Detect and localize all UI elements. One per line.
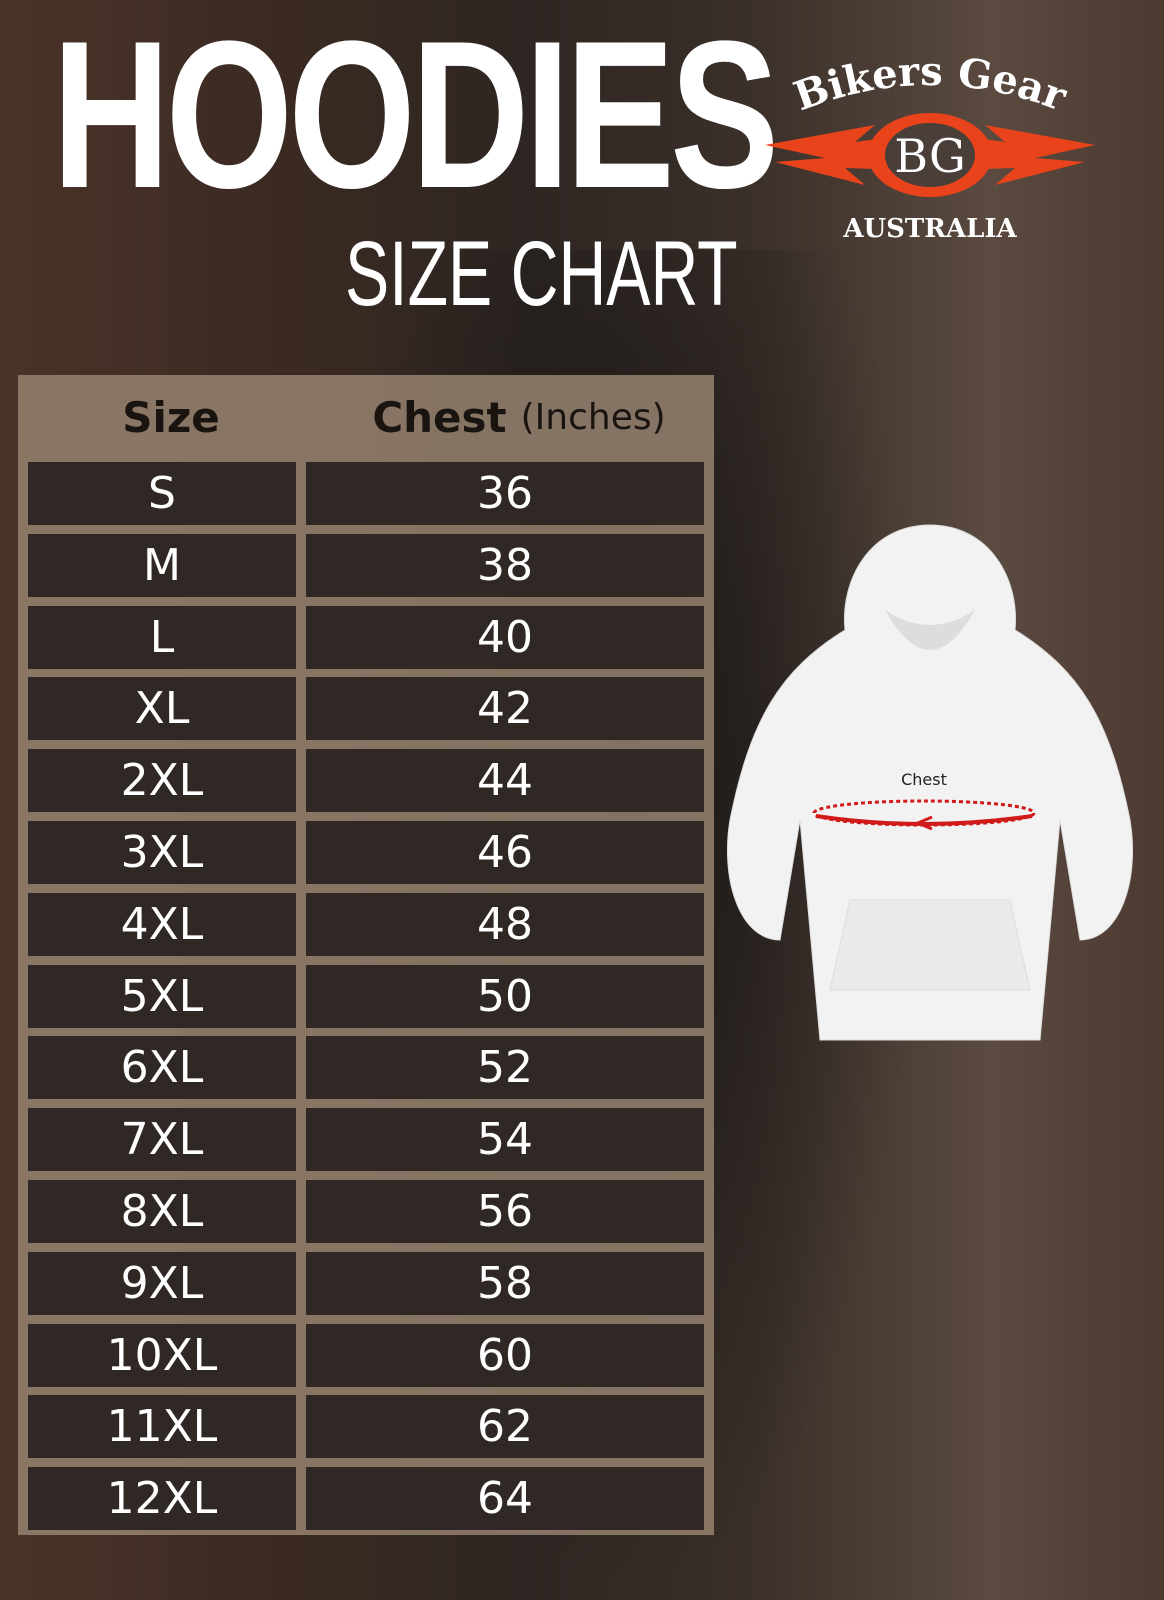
- cell-size: 5XL: [28, 964, 296, 1028]
- cell-chest: 38: [306, 533, 704, 597]
- cell-chest: 42: [306, 677, 704, 741]
- size-chart-table: Size Chest (Inches) S 36 M 38 L 40 XL 42 2XL 44 3X…: [18, 375, 714, 1535]
- chest-label: Chest: [901, 770, 947, 789]
- chest-measure-line: [812, 799, 1036, 827]
- svg-text:Bikers Gear: Bikers Gear: [788, 50, 1074, 121]
- cell-size: 2XL: [28, 749, 296, 813]
- cell-chest: 58: [306, 1251, 704, 1315]
- cell-size: XL: [28, 677, 296, 741]
- page-title: HOODIES: [52, 0, 779, 232]
- cell-chest: 54: [306, 1108, 704, 1172]
- page-subtitle: SIZE CHART: [345, 223, 738, 325]
- header-chest-unit: (Inches): [520, 397, 666, 438]
- cell-chest: 36: [306, 462, 704, 525]
- cell-chest: 40: [306, 605, 704, 669]
- cell-chest: 52: [306, 1036, 704, 1100]
- header-chest: Chest (Inches): [324, 375, 714, 460]
- cell-chest: 62: [306, 1395, 704, 1459]
- header-size: Size: [122, 393, 220, 442]
- svg-text:AUSTRALIA: AUSTRALIA: [842, 214, 1017, 244]
- cell-chest: 56: [306, 1180, 704, 1243]
- cell-chest: 50: [306, 964, 704, 1028]
- cell-size: 6XL: [28, 1036, 296, 1100]
- arrow-icon: [914, 815, 933, 831]
- cell-chest: 46: [306, 821, 704, 884]
- cell-size: M: [28, 533, 296, 597]
- hoodie-illustration: Chest: [726, 524, 1134, 1041]
- cell-chest: 44: [306, 749, 704, 813]
- cell-size: 7XL: [28, 1108, 296, 1172]
- cell-chest: 64: [306, 1467, 704, 1531]
- cell-chest: 48: [306, 892, 704, 956]
- cell-size: L: [28, 605, 296, 669]
- cell-size: 8XL: [28, 1180, 296, 1243]
- brand-logo: Bikers Gear BG AUSTRALIA: [765, 50, 1095, 244]
- svg-text:BG: BG: [894, 129, 965, 183]
- cell-size: 12XL: [28, 1467, 296, 1531]
- header-chest-label: Chest: [372, 393, 507, 442]
- cell-size: 10XL: [28, 1323, 296, 1387]
- cell-size: 4XL: [28, 892, 296, 956]
- cell-size: S: [28, 462, 296, 525]
- cell-size: 9XL: [28, 1251, 296, 1315]
- cell-size: 11XL: [28, 1395, 296, 1459]
- cell-size: 3XL: [28, 821, 296, 884]
- cell-chest: 60: [306, 1323, 704, 1387]
